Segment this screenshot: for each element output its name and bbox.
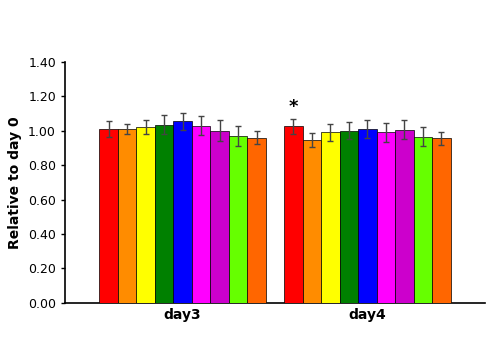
Bar xyxy=(118,129,137,303)
Bar xyxy=(432,139,450,303)
Text: *: * xyxy=(288,98,298,116)
Y-axis label: Relative to day 0: Relative to day 0 xyxy=(8,116,22,249)
Bar xyxy=(155,125,174,303)
Bar xyxy=(229,136,248,303)
Bar xyxy=(358,129,376,303)
Bar xyxy=(395,130,413,303)
Bar xyxy=(414,137,432,303)
Bar xyxy=(100,129,118,303)
Bar xyxy=(136,127,155,303)
Bar xyxy=(376,132,395,303)
Bar xyxy=(174,121,192,303)
Bar xyxy=(340,131,358,303)
Bar xyxy=(210,131,229,303)
Bar xyxy=(248,138,266,303)
Bar xyxy=(302,140,321,303)
Bar xyxy=(192,126,210,303)
Bar xyxy=(284,127,302,303)
Bar xyxy=(321,132,340,303)
